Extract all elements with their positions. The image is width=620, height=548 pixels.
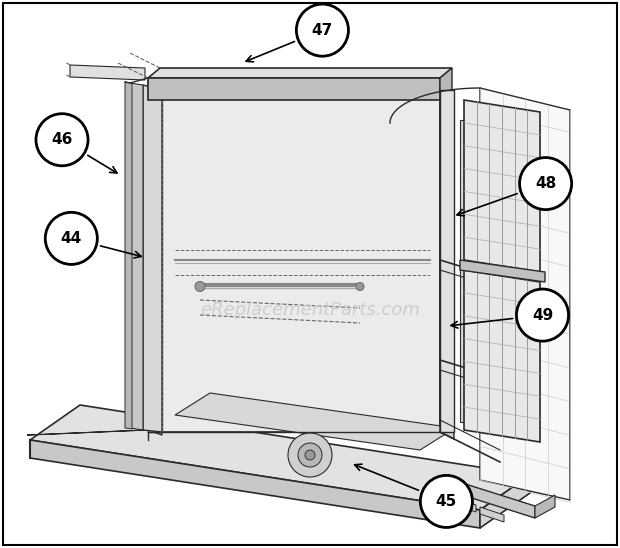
Circle shape bbox=[288, 433, 332, 477]
Polygon shape bbox=[175, 393, 455, 450]
Polygon shape bbox=[30, 405, 530, 510]
Polygon shape bbox=[464, 270, 540, 442]
Circle shape bbox=[36, 113, 88, 166]
Polygon shape bbox=[30, 440, 480, 528]
Polygon shape bbox=[440, 68, 452, 100]
Polygon shape bbox=[440, 476, 535, 518]
Text: 45: 45 bbox=[436, 494, 457, 509]
Circle shape bbox=[305, 450, 315, 460]
Polygon shape bbox=[125, 82, 132, 429]
Text: eReplacementParts.com: eReplacementParts.com bbox=[200, 301, 420, 319]
Circle shape bbox=[356, 283, 364, 290]
Circle shape bbox=[298, 443, 322, 467]
Circle shape bbox=[45, 212, 97, 265]
Polygon shape bbox=[452, 497, 476, 512]
Polygon shape bbox=[464, 100, 540, 272]
Circle shape bbox=[296, 4, 348, 56]
Text: 47: 47 bbox=[312, 22, 333, 38]
Text: 48: 48 bbox=[535, 176, 556, 191]
Text: 44: 44 bbox=[61, 231, 82, 246]
Polygon shape bbox=[460, 260, 545, 282]
Polygon shape bbox=[440, 90, 454, 432]
Polygon shape bbox=[130, 83, 143, 430]
Polygon shape bbox=[162, 90, 440, 432]
Polygon shape bbox=[148, 68, 452, 78]
Polygon shape bbox=[70, 65, 145, 80]
Polygon shape bbox=[480, 88, 570, 500]
Circle shape bbox=[516, 289, 569, 341]
Text: 49: 49 bbox=[532, 307, 553, 323]
Text: 46: 46 bbox=[51, 132, 73, 147]
Polygon shape bbox=[480, 475, 530, 528]
Polygon shape bbox=[148, 78, 440, 100]
Circle shape bbox=[520, 157, 572, 210]
Polygon shape bbox=[480, 507, 504, 522]
Polygon shape bbox=[27, 430, 148, 435]
Polygon shape bbox=[148, 80, 162, 435]
Circle shape bbox=[420, 475, 472, 528]
Polygon shape bbox=[148, 90, 162, 432]
Polygon shape bbox=[460, 120, 474, 422]
Circle shape bbox=[195, 282, 205, 292]
Polygon shape bbox=[440, 90, 454, 439]
Polygon shape bbox=[143, 85, 162, 432]
Polygon shape bbox=[535, 495, 555, 518]
